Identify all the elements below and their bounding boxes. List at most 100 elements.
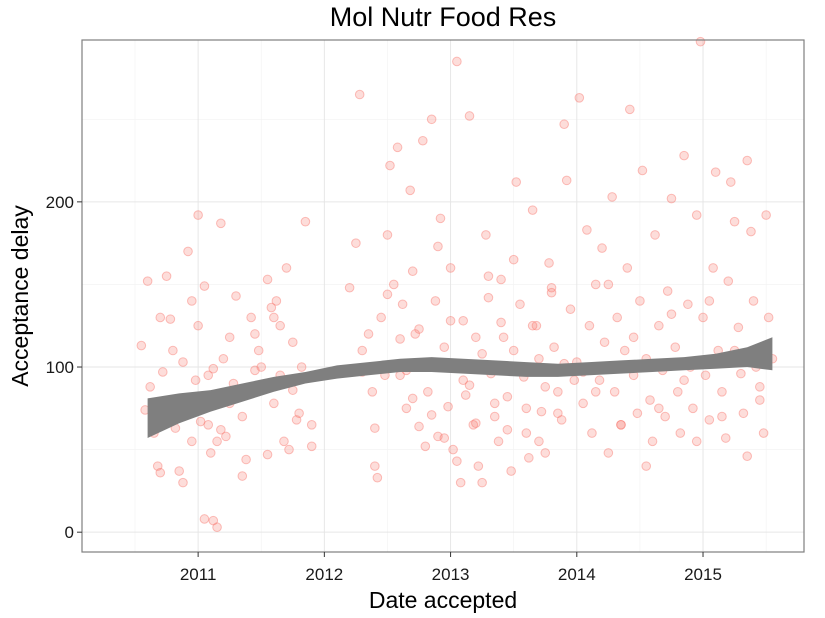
- major-gridlines: [82, 40, 804, 552]
- data-point: [237, 411, 248, 422]
- data-point: [645, 395, 655, 405]
- data-point: [527, 205, 538, 215]
- data-point: [489, 411, 500, 422]
- data-point: [269, 312, 279, 323]
- data-point: [407, 393, 418, 404]
- data-point: [688, 403, 698, 414]
- data-point: [622, 263, 633, 273]
- data-point: [569, 375, 580, 386]
- data-point: [354, 89, 365, 100]
- data-point: [246, 312, 256, 323]
- data-point: [452, 456, 462, 466]
- data-point: [540, 382, 551, 392]
- data-point: [599, 337, 610, 348]
- data-point: [306, 441, 317, 452]
- data-point: [392, 142, 403, 153]
- data-point: [464, 380, 475, 390]
- data-point: [619, 345, 630, 356]
- data-point: [423, 386, 433, 397]
- data-point: [662, 286, 673, 296]
- data-point: [178, 357, 188, 367]
- data-point: [502, 391, 513, 402]
- data-point: [641, 461, 652, 471]
- data-point: [382, 230, 393, 240]
- data-point: [212, 522, 222, 533]
- data-point: [748, 296, 759, 306]
- data-point: [746, 226, 756, 237]
- data-point: [136, 340, 147, 351]
- data-point: [287, 337, 298, 348]
- data-point: [445, 315, 456, 326]
- data-point: [612, 312, 622, 323]
- data-point: [483, 292, 494, 303]
- data-point: [700, 370, 711, 381]
- data-point: [426, 410, 437, 420]
- data-point: [584, 320, 595, 331]
- data-point: [216, 218, 226, 229]
- data-point: [508, 254, 519, 265]
- data-point: [426, 114, 437, 125]
- data-point: [534, 436, 544, 447]
- data-point: [515, 299, 525, 310]
- x-tick-label: 2015: [684, 565, 722, 584]
- data-point: [250, 365, 260, 376]
- data-point: [546, 287, 557, 298]
- data-point: [367, 386, 378, 397]
- data-point: [511, 177, 522, 187]
- data-point: [388, 279, 399, 290]
- data-point: [691, 210, 702, 220]
- data-point: [439, 433, 450, 443]
- data-point: [203, 420, 214, 430]
- data-point: [250, 329, 260, 339]
- data-point: [590, 279, 601, 290]
- data-point: [616, 420, 626, 430]
- data-point: [587, 428, 597, 438]
- data-point: [281, 263, 292, 273]
- data-point: [590, 386, 601, 397]
- data-point: [758, 428, 769, 438]
- data-point: [455, 477, 466, 488]
- data-point: [632, 408, 643, 419]
- data-point: [679, 375, 689, 386]
- data-point: [635, 296, 645, 306]
- data-point: [382, 289, 393, 300]
- scatter-points: [136, 36, 778, 533]
- data-point: [561, 175, 572, 186]
- data-point: [473, 461, 484, 471]
- data-point: [704, 415, 715, 425]
- data-point: [439, 342, 450, 353]
- data-point: [471, 332, 481, 343]
- data-point: [291, 415, 302, 425]
- data-point: [616, 420, 626, 430]
- data-point: [152, 461, 163, 471]
- data-point: [527, 320, 538, 331]
- x-axis-ticks: 2011 2012 2013 2014 2015: [180, 552, 722, 584]
- data-point: [536, 406, 547, 417]
- data-point: [418, 135, 428, 146]
- data-point: [420, 441, 431, 452]
- data-point: [729, 216, 740, 227]
- data-point: [458, 315, 468, 326]
- plot-border: [81, 39, 805, 553]
- data-point: [471, 418, 481, 428]
- data-point: [524, 453, 534, 463]
- data-point: [212, 436, 222, 447]
- data-point: [370, 461, 380, 471]
- data-point: [578, 398, 588, 409]
- data-point: [628, 332, 639, 343]
- data-point: [574, 93, 585, 103]
- data-point: [193, 210, 203, 220]
- chart-title: Mol Nutr Food Res: [330, 2, 557, 32]
- data-point: [650, 230, 660, 240]
- data-point: [710, 167, 721, 177]
- data-point: [742, 451, 752, 462]
- data-point: [603, 279, 614, 290]
- data-point: [205, 448, 216, 458]
- data-point: [445, 263, 456, 273]
- data-point: [216, 424, 226, 435]
- data-point: [481, 230, 491, 240]
- plot-panel: [82, 40, 804, 552]
- data-point: [443, 401, 453, 412]
- data-point: [372, 472, 383, 483]
